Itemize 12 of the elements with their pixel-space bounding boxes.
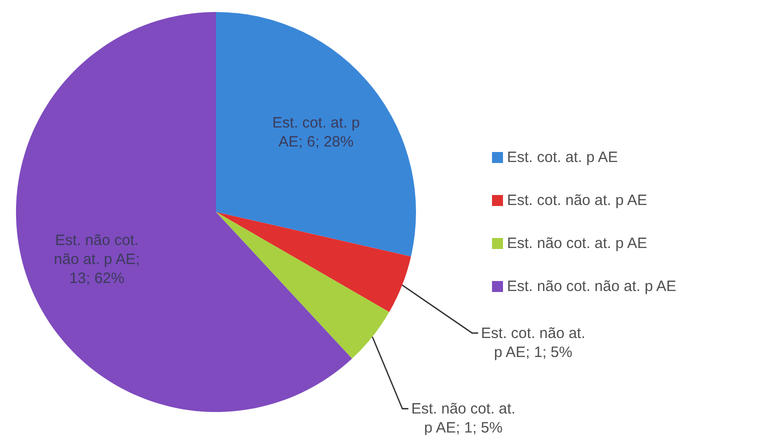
- pie-slice: [216, 212, 411, 312]
- legend-label: Est. não cot. at. p AE: [507, 234, 648, 254]
- data-label: Est. cot. at. p AE; 6; 28%: [272, 114, 360, 150]
- pie-slice: [216, 212, 390, 359]
- data-label: Est. não cot. não at. p AE; 13; 62%: [54, 231, 140, 286]
- legend-label: Est. não cot. não at. p AE: [507, 276, 676, 296]
- pie-slice: [16, 12, 352, 412]
- pie-slice: [216, 12, 416, 257]
- legend-label: Est. cot. não at. p AE: [507, 190, 648, 210]
- legend-label: Est. cot. at. p AE: [507, 148, 618, 168]
- data-label: Est. cot. não at. p AE; 1; 5%: [481, 324, 586, 361]
- data-label: Est. não cot. at. p AE; 1; 5%: [411, 400, 516, 436]
